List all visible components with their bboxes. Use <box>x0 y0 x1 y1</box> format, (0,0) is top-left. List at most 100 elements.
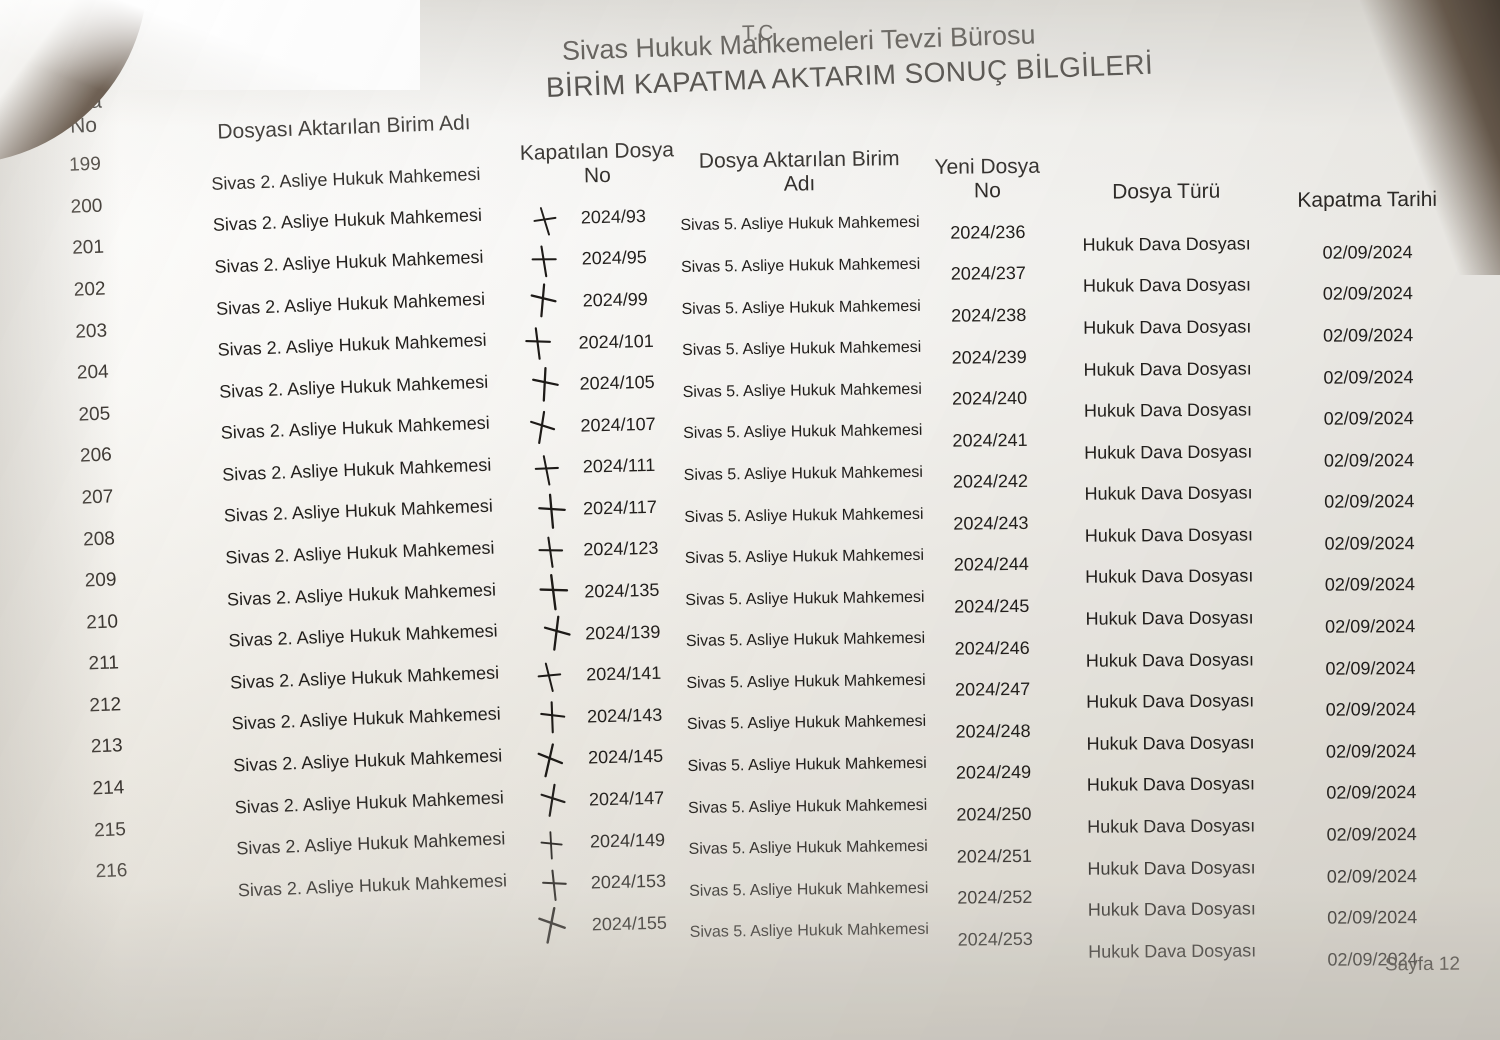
table-cell-hedef_birim: Sivas 5. Asliye Hukuk Mahkemesi <box>680 203 921 248</box>
table-cell-dosya_turu: Hukuk Dava Dosyası <box>1055 222 1277 265</box>
cell-value: 2024/117 <box>582 496 658 519</box>
cell-value: 02/09/2024 <box>1325 616 1416 637</box>
table-cell-hedef_birim: Sivas 5. Asliye Hukuk Mahkemesi <box>682 369 923 414</box>
table-cell-kapatma_tarihi: 02/09/2024 <box>1282 896 1462 939</box>
table-cell-yeni_dosya: 2024/246 <box>924 626 1060 669</box>
table-cell-hedef_birim: Sivas 5. Asliye Hukuk Mahkemesi <box>681 286 922 331</box>
cell-value: Sivas 5. Asliye Hukuk Mahkemesi <box>686 671 926 692</box>
table-column-yeni_dosya: Yeni Dosya No 2024/236 2024/237 2024/238 2024… <box>919 149 1063 961</box>
cell-value: 2024/240 <box>951 387 1028 409</box>
cell-value: 2024/250 <box>956 803 1032 825</box>
column-header-label: Kapatma Tarihi <box>1297 188 1438 213</box>
cell-value: Hukuk Dava Dosyası <box>1082 274 1252 297</box>
table-cell-yeni_dosya: 2024/240 <box>921 377 1057 420</box>
cell-value: 02/09/2024 <box>1327 907 1418 928</box>
table-cell-kapatma_tarihi: 02/09/2024 <box>1279 480 1459 523</box>
table-cell-sira_no: 215 <box>63 808 156 853</box>
table-cell-yeni_dosya: 2024/249 <box>925 751 1061 794</box>
cell-value: Sivas 2. Asliye Hukuk Mahkemesi <box>214 246 484 277</box>
cell-value: Sivas 2. Asliye Hukuk Mahkemesi <box>221 454 492 485</box>
table-cell-kapatilan_dosya: 2024/153 <box>531 860 697 905</box>
handwritten-cross-mark-icon <box>530 452 563 488</box>
table-cell-kapatma_tarihi: 02/09/2024 <box>1278 272 1458 315</box>
table-cell-kapatma_tarihi: 02/09/2024 <box>1277 231 1457 274</box>
handwritten-cross-mark-icon <box>524 280 561 320</box>
table-cell-sira_no: 209 <box>54 558 147 603</box>
table-cell-kapatma_tarihi: 02/09/2024 <box>1279 397 1459 440</box>
table-cell-sira_no: 203 <box>44 309 137 354</box>
table-cell-sira_no: 204 <box>46 350 139 395</box>
table-cell-dosya_turu: Hukuk Dava Dosyası <box>1056 264 1278 307</box>
cell-value: 2024/101 <box>578 330 654 353</box>
cell-value: 208 <box>82 527 116 551</box>
cell-value: 2024/241 <box>952 429 1028 451</box>
cell-value: 204 <box>76 361 110 384</box>
table-cell-kapatilan_dosya: 2024/145 <box>528 735 694 780</box>
cell-value: Hukuk Dava Dosyası <box>1086 732 1255 754</box>
cell-value: 2024/135 <box>584 579 660 602</box>
cell-value: Hukuk Dava Dosyası <box>1086 690 1255 713</box>
handwritten-cross-mark-icon <box>535 492 569 530</box>
handwritten-cross-mark-icon <box>531 902 572 947</box>
table-cell-dosya_turu: Hukuk Dava Dosyası <box>1059 680 1281 723</box>
cell-value: 2024/111 <box>582 455 656 477</box>
cell-value: 2024/242 <box>952 471 1029 492</box>
table-cell-kapatma_tarihi: 02/09/2024 <box>1279 522 1459 565</box>
table-cell-kapatma_tarihi: 02/09/2024 <box>1280 605 1460 648</box>
cell-value: 02/09/2024 <box>1323 324 1414 346</box>
cell-value: Hukuk Dava Dosyası <box>1084 524 1254 546</box>
table-cell-yeni_dosya: 2024/250 <box>926 793 1062 836</box>
column-header-label-line2: No <box>69 113 98 138</box>
table-cell-kapatilan_dosya: 2024/123 <box>523 527 689 572</box>
cell-value: Sivas 5. Asliye Hukuk Mahkemesi <box>687 796 928 817</box>
handwritten-cross-mark-icon <box>533 780 571 821</box>
table-cell-kapatma_tarihi: 02/09/2024 <box>1281 813 1461 856</box>
table-cell-sira_no: 206 <box>49 433 142 478</box>
cell-value: Hukuk Dava Dosyası <box>1084 482 1253 505</box>
cell-value: 2024/246 <box>954 637 1030 659</box>
handwritten-cross-mark-icon <box>521 325 554 361</box>
cell-value: Hukuk Dava Dosyası <box>1082 233 1251 255</box>
handwritten-cross-mark-icon <box>538 830 565 860</box>
cell-value: 2024/153 <box>590 870 667 893</box>
table-cell-dosya_turu: Hukuk Dava Dosyası <box>1058 555 1280 598</box>
handwritten-cross-mark-icon <box>537 612 576 655</box>
table-cell-dosya_turu: Hukuk Dava Dosyası <box>1057 472 1279 515</box>
table-cell-hedef_birim: Sivas 5. Asliye Hukuk Mahkemesi <box>680 244 921 289</box>
table-cell-sira_no: 216 <box>65 849 158 894</box>
table-cell-hedef_birim: Sivas 5. Asliye Hukuk Mahkemesi <box>683 411 924 456</box>
table-cell-kapatilan_dosya: 2024/93 <box>515 194 681 239</box>
table-cell-kapatma_tarihi: 02/09/2024 <box>1280 647 1460 690</box>
cell-value: Sivas 5. Asliye Hukuk Mahkemesi <box>685 588 925 609</box>
column-header-label: Dosya Türü <box>1112 179 1221 204</box>
cell-value: 213 <box>90 735 124 758</box>
cell-value: 210 <box>85 610 119 634</box>
cell-value: 02/09/2024 <box>1324 574 1416 596</box>
cell-value: 202 <box>73 278 106 301</box>
cell-value: 2024/238 <box>951 304 1027 326</box>
table-cell-hedef_birim: Sivas 5. Asliye Hukuk Mahkemesi <box>685 619 926 664</box>
table-cell-hedef_birim: Sivas 5. Asliye Hukuk Mahkemesi <box>685 577 926 622</box>
table-cell-dosya_turu: Hukuk Dava Dosyası <box>1057 430 1279 473</box>
table-cell-sira_no: 202 <box>43 267 136 312</box>
table-cell-kapatma_tarihi: 02/09/2024 <box>1281 771 1461 814</box>
cell-value: 205 <box>78 403 111 426</box>
cell-value: 02/09/2024 <box>1323 408 1414 429</box>
cell-value: 214 <box>92 777 125 800</box>
table-cell-hedef_birim: Sivas 5. Asliye Hukuk Mahkemesi <box>686 702 927 747</box>
handwritten-cross-mark-icon <box>523 407 561 448</box>
cell-value: Sivas 5. Asliye Hukuk Mahkemesi <box>683 463 924 484</box>
cell-value: Hukuk Dava Dosyası <box>1087 898 1256 920</box>
table-cell-kapatma_tarihi: 02/09/2024 <box>1278 356 1458 399</box>
cell-value: Sivas 5. Asliye Hukuk Mahkemesi <box>687 754 927 776</box>
cell-value: 2024/239 <box>951 346 1027 368</box>
table-cell-hedef_birim: Sivas 5. Asliye Hukuk Mahkemesi <box>684 536 925 581</box>
table-cell-sira_no: 207 <box>51 475 144 520</box>
cell-value: 2024/105 <box>579 371 655 394</box>
cell-value: 02/09/2024 <box>1324 532 1415 554</box>
cell-value: 02/09/2024 <box>1323 366 1414 388</box>
table-cell-yeni_dosya: 2024/236 <box>920 211 1056 254</box>
cell-value: Hukuk Dava Dosyası <box>1085 565 1254 588</box>
cell-value: Sivas 2. Asliye Hukuk Mahkemesi <box>217 329 487 360</box>
cell-value: Sivas 5. Asliye Hukuk Mahkemesi <box>681 338 922 360</box>
